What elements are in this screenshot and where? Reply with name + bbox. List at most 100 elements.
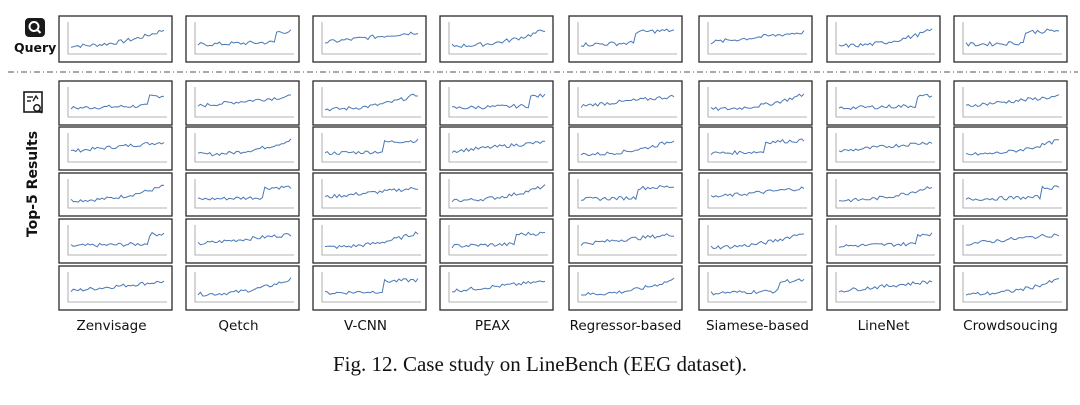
thumbnail-line xyxy=(965,185,1060,202)
result-thumbnail xyxy=(185,80,300,126)
result-thumbnail xyxy=(826,126,941,171)
thumbnail-line xyxy=(965,94,1060,108)
thumbnail-axis xyxy=(194,133,294,163)
thumbnail-axis xyxy=(707,225,807,256)
thumbnail-axis xyxy=(707,133,807,163)
thumbnail-line xyxy=(580,185,675,202)
thumbnail-axis xyxy=(448,87,548,118)
thumbnail-line xyxy=(581,277,675,296)
thumbnail-line xyxy=(324,186,419,199)
result-thumbnail xyxy=(439,265,554,311)
query-thumbnail xyxy=(568,15,683,63)
thumbnail-axis xyxy=(448,179,548,209)
thumbnail-line xyxy=(710,93,805,112)
thumbnail-line xyxy=(965,139,1059,156)
query-thumbnail xyxy=(698,15,813,63)
thumbnail-line xyxy=(838,280,933,293)
result-thumbnail xyxy=(953,126,1068,171)
thumbnail-line xyxy=(580,233,675,246)
thumbnail-line xyxy=(70,94,165,110)
results-label: Top-5 Results xyxy=(25,130,41,238)
thumbnail-line xyxy=(838,232,933,248)
thumbnail-axis xyxy=(194,179,294,209)
method-label-crowdsoucing: Crowdsoucing xyxy=(963,318,1058,334)
thumbnail-line xyxy=(451,184,546,203)
figure-caption: Fig. 12. Case study on LineBench (EEG da… xyxy=(332,352,748,376)
thumbnail-line xyxy=(324,31,419,44)
thumbnail-axis xyxy=(962,225,1062,256)
thumbnail-line xyxy=(197,138,292,157)
thumbnail-line xyxy=(838,186,933,203)
result-thumbnail xyxy=(698,265,813,311)
result-thumbnail xyxy=(312,80,427,126)
thumbnail-line xyxy=(451,280,546,293)
query-thumbnail xyxy=(439,15,554,63)
thumbnail-axis xyxy=(577,225,677,256)
thumbnail-line xyxy=(70,184,165,203)
thumbnail-axis xyxy=(321,225,421,256)
thumbnail-line xyxy=(70,280,165,292)
thumbnail-axis xyxy=(67,272,167,303)
thumbnail-line xyxy=(710,233,805,250)
thumbnail-axis xyxy=(194,22,294,55)
result-thumbnail xyxy=(698,126,813,171)
method-label-siamese-based: Siamese-based xyxy=(705,318,809,334)
thumbnail-axis xyxy=(707,22,807,55)
thumbnail-axis xyxy=(835,272,935,303)
thumbnail-line xyxy=(324,93,418,112)
thumbnail-line xyxy=(197,232,292,246)
result-thumbnail xyxy=(439,218,554,264)
result-thumbnail xyxy=(58,80,173,126)
result-thumbnail xyxy=(698,80,813,126)
thumbnail-line xyxy=(838,93,933,110)
result-thumbnail xyxy=(953,80,1068,126)
thumbnail-axis xyxy=(835,133,935,163)
thumbnail-axis xyxy=(835,225,935,256)
result-thumbnail xyxy=(568,172,683,217)
result-thumbnail xyxy=(826,172,941,217)
thumbnail-line xyxy=(324,278,419,295)
method-label-peax: PEAX xyxy=(474,318,511,334)
thumbnail-axis xyxy=(577,272,677,303)
result-thumbnail xyxy=(698,218,813,264)
thumbnail-line xyxy=(451,231,546,249)
thumbnail-axis xyxy=(67,225,167,256)
thumbnail-axis xyxy=(194,272,294,303)
thumbnail-line xyxy=(451,93,546,110)
thumbnail-line xyxy=(197,277,292,297)
thumbnail-line xyxy=(70,141,165,153)
chart-search-icon xyxy=(23,91,43,114)
thumbnail-line xyxy=(965,233,1060,246)
thumbnail-line xyxy=(197,29,292,47)
thumbnail-line xyxy=(710,138,805,156)
thumbnail-axis xyxy=(835,22,935,55)
thumbnail-line xyxy=(580,140,675,157)
thumbnail-axis xyxy=(835,87,935,118)
thumbnail-axis xyxy=(448,22,548,55)
query-thumbnail xyxy=(185,15,300,63)
thumbnail-axis xyxy=(577,133,677,163)
thumbnail-axis xyxy=(321,133,421,163)
result-thumbnail xyxy=(312,218,427,264)
result-thumbnail xyxy=(953,218,1068,264)
result-thumbnail xyxy=(439,126,554,171)
query-thumbnail xyxy=(312,15,427,63)
result-thumbnail xyxy=(312,172,427,217)
method-label-linenet: LineNet xyxy=(857,318,910,334)
thumbnail-line xyxy=(580,28,675,47)
thumbnail-axis xyxy=(67,87,167,118)
thumbnail-line xyxy=(710,30,805,45)
thumbnail-line xyxy=(324,138,419,156)
thumbnail-axis xyxy=(835,179,935,209)
thumbnail-line xyxy=(451,140,545,154)
thumbnail-axis xyxy=(67,179,167,209)
result-thumbnail xyxy=(953,172,1068,217)
method-label-zenvisage: Zenvisage xyxy=(76,318,147,334)
thumbnail-axis xyxy=(577,179,677,209)
thumbnail-axis xyxy=(67,22,167,55)
thumbnail-axis xyxy=(962,133,1062,163)
thumbnail-axis xyxy=(321,22,421,55)
thumbnail-axis xyxy=(448,225,548,256)
query-thumbnail xyxy=(953,15,1068,63)
